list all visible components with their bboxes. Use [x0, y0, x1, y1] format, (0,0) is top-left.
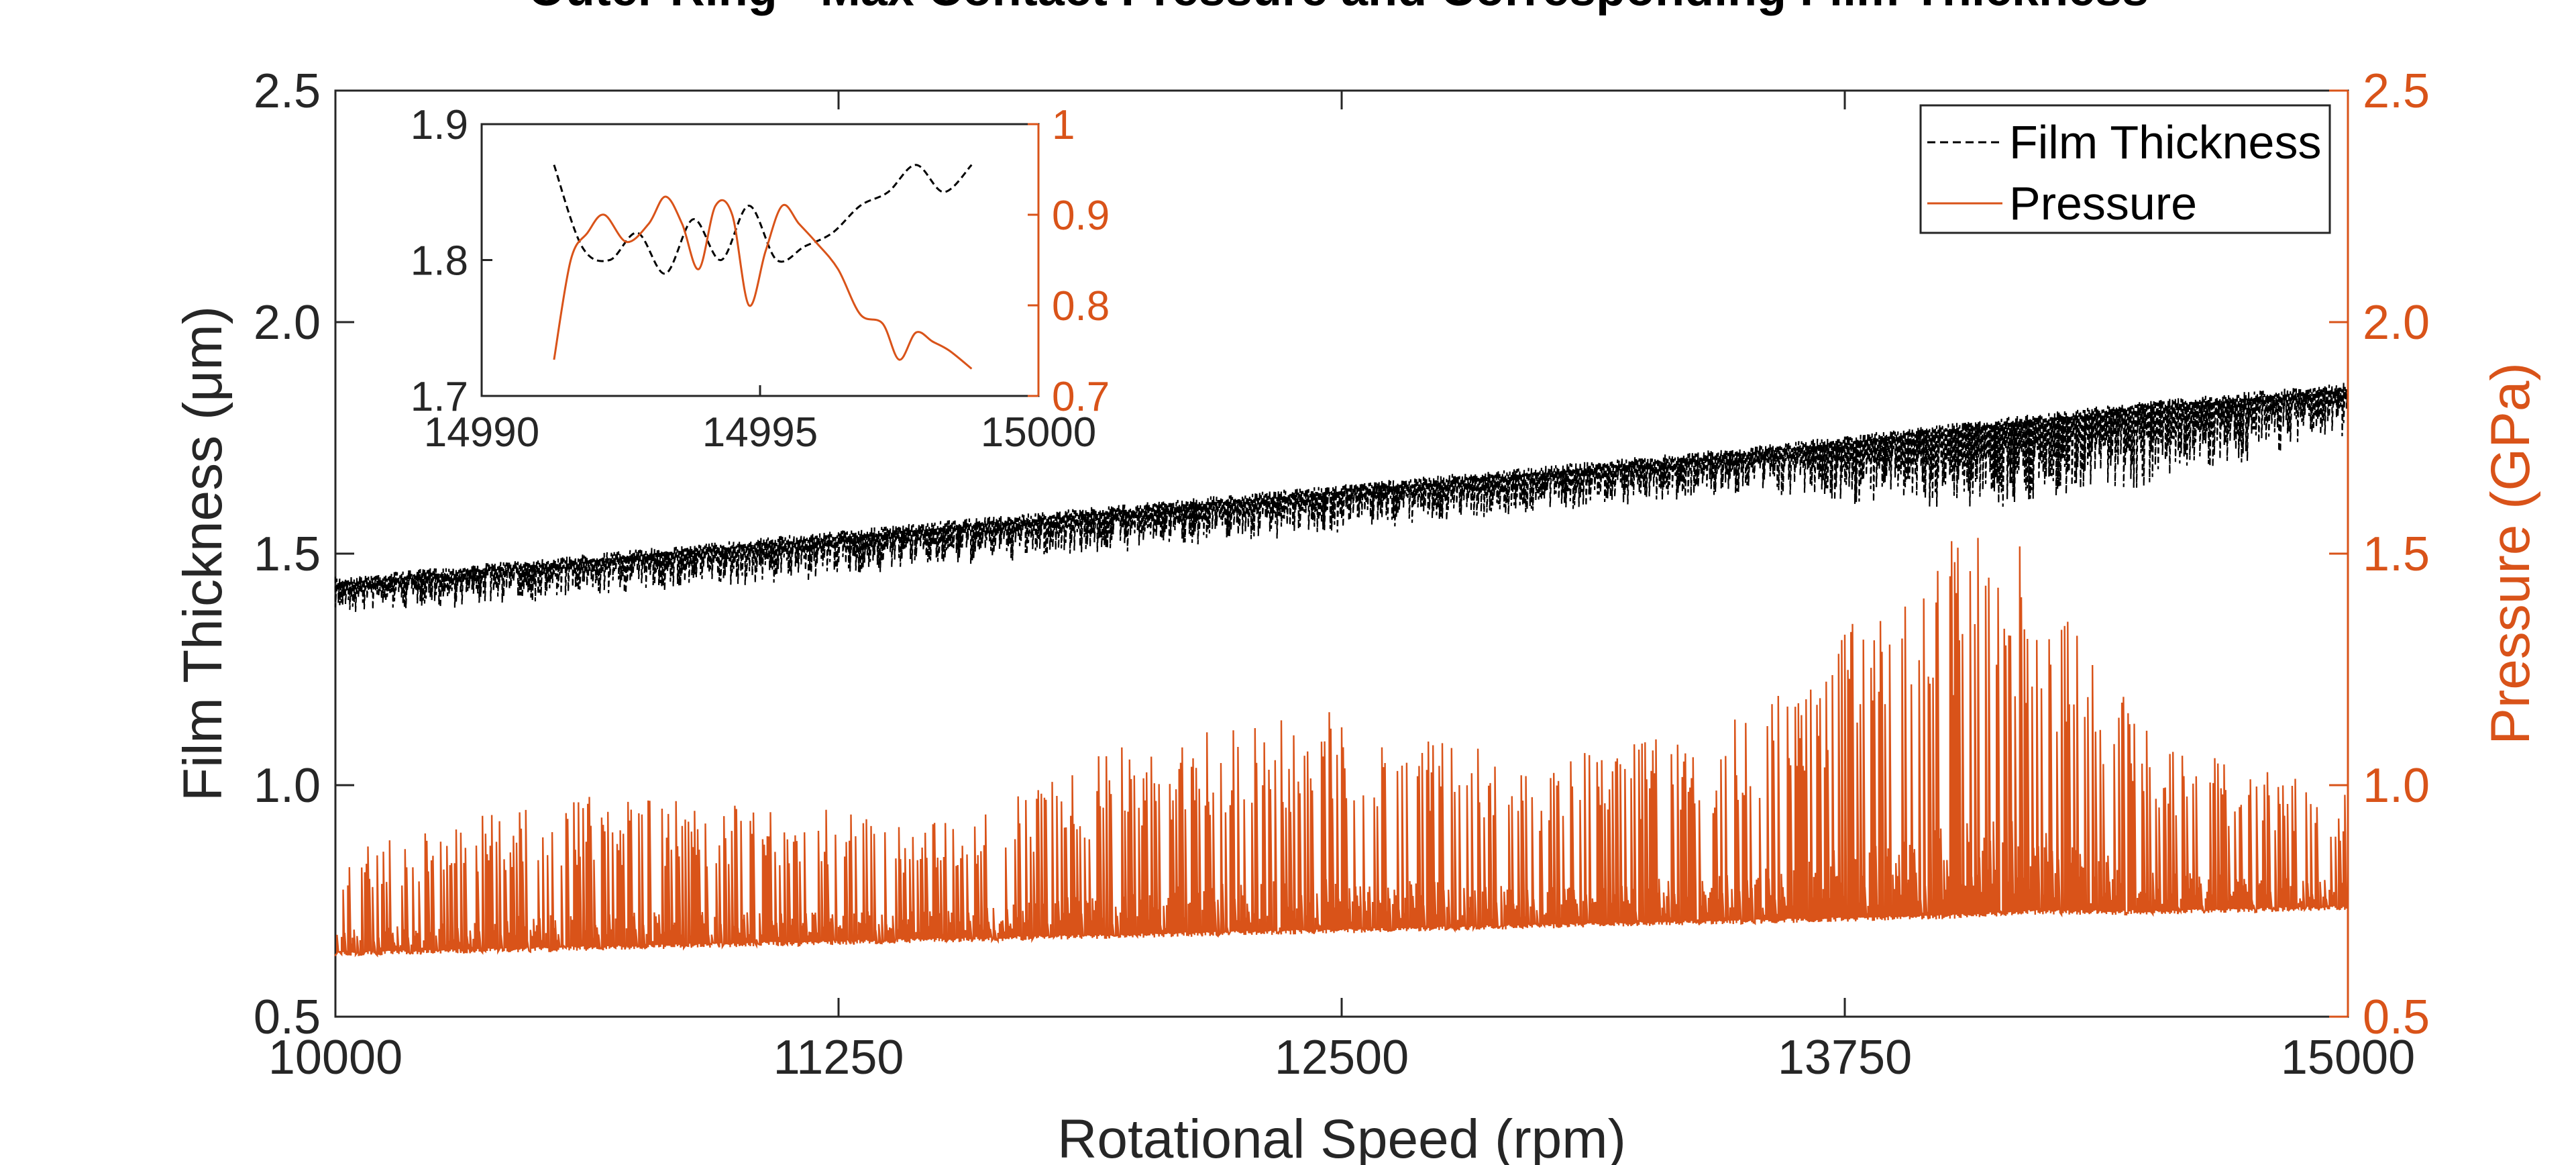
inset-film-thickness-series	[553, 164, 973, 275]
film-thickness-series	[334, 383, 2349, 612]
x-tick-label: 15000	[2281, 1031, 2415, 1084]
legend: Film Thickness Pressure	[1919, 104, 2331, 234]
left-y-tick-label: 2.5	[254, 64, 321, 118]
inset-right-y-tick-label: 0.9	[1052, 193, 1110, 239]
inset-plot-area	[480, 123, 1040, 397]
inset-plot: 14990 14995 15000 1.7 1.8 1.9 0.7 0.8 0.9 1	[411, 102, 1110, 456]
right-y-axis-label: Pressure (GPa)	[2480, 362, 2541, 745]
inset-x-tick-label: 14990	[424, 409, 539, 456]
inset-x-tick-label: 14995	[702, 409, 818, 456]
inset-left-y-tick-label: 1.7	[411, 374, 468, 420]
pressure-line	[334, 538, 2349, 958]
inset-left-y-tick-label: 1.8	[411, 238, 468, 285]
inset-pressure-line	[553, 195, 973, 370]
inset-x-axis-ticks: 14990 14995 15000	[424, 385, 1096, 456]
inset-left-y-axis-ticks: 1.7 1.8 1.9	[411, 102, 492, 420]
film-thickness-line	[334, 383, 2349, 612]
chart-title: Outer Ring - Max Contact Pressure and Co…	[528, 0, 2149, 16]
inset-right-y-axis-ticks: 0.7 0.8 0.9 1	[1028, 102, 1110, 420]
x-axis-ticks: 10000 11250 12500 13750 15000	[268, 91, 2415, 1084]
right-y-axis-ticks: 0.5 1.0 1.5 2.0 2.5	[2329, 64, 2430, 1044]
x-axis-label: Rotational Speed (rpm)	[1057, 1109, 1626, 1165]
inset-right-y-tick-label: 1	[1052, 102, 1075, 148]
right-y-tick-label: 2.0	[2363, 296, 2430, 350]
inset-right-y-tick-label: 0.8	[1052, 283, 1110, 330]
legend-pressure-label: Pressure	[2009, 177, 2197, 230]
left-y-axis-label: Film Thickness (μm)	[172, 306, 233, 801]
left-y-tick-label: 1.5	[254, 527, 321, 581]
left-y-tick-label: 1.0	[254, 759, 321, 813]
right-y-tick-label: 1.0	[2363, 759, 2430, 813]
left-y-tick-label: 2.0	[254, 296, 321, 350]
x-tick-label: 11250	[773, 1031, 904, 1084]
right-y-tick-label: 0.5	[2363, 991, 2430, 1044]
x-tick-label: 13750	[1778, 1031, 1912, 1084]
legend-box	[1919, 104, 2331, 234]
inset-right-y-tick-label: 0.7	[1052, 374, 1110, 420]
legend-film-label: Film Thickness	[2009, 116, 2321, 168]
right-y-tick-label: 2.5	[2363, 64, 2430, 118]
left-y-axis-ticks: 0.5 1.0 1.5 2.0 2.5	[254, 64, 354, 1044]
inset-x-tick-label: 15000	[981, 409, 1096, 456]
x-tick-label: 10000	[268, 1031, 402, 1084]
left-y-tick-label: 0.5	[254, 991, 321, 1044]
pressure-series	[334, 538, 2349, 958]
inset-film-thickness-line	[553, 164, 973, 275]
x-tick-label: 12500	[1275, 1031, 1409, 1084]
right-y-tick-label: 1.5	[2363, 527, 2430, 581]
inset-pressure-series	[553, 195, 973, 370]
inset-left-y-tick-label: 1.9	[411, 102, 468, 148]
